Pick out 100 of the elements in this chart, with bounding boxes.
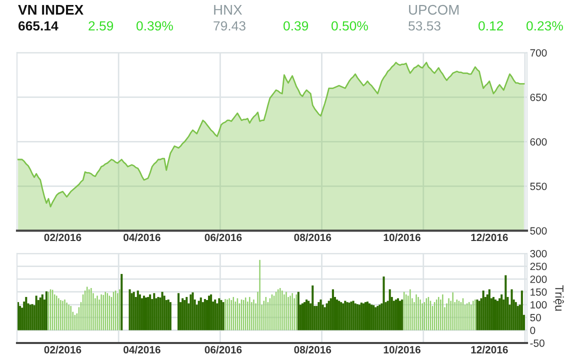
bar xyxy=(130,293,133,330)
bar xyxy=(401,300,404,330)
bar xyxy=(222,302,224,330)
bar xyxy=(161,292,164,330)
x-tick-label: 02/2016 xyxy=(44,233,82,242)
y-tick-label: 500 xyxy=(530,227,547,235)
bar xyxy=(128,289,131,330)
bar xyxy=(338,300,340,330)
bar xyxy=(316,306,318,330)
bar xyxy=(35,296,38,330)
bar xyxy=(153,293,156,330)
bar xyxy=(350,302,352,330)
bar xyxy=(220,300,222,330)
x-tick-label: 04/2016 xyxy=(124,233,160,242)
text: 0.50% xyxy=(332,21,368,31)
x-tick-label: 04/2016 xyxy=(124,346,160,354)
text: 0.39% xyxy=(136,21,173,31)
text: VN INDEX xyxy=(18,5,84,15)
bar xyxy=(190,294,192,330)
bar xyxy=(326,303,328,330)
text: 665.14 xyxy=(18,21,58,31)
bar xyxy=(140,298,143,330)
bar xyxy=(362,303,364,330)
text: 0.39 xyxy=(284,21,308,31)
y-tick-label: 700 xyxy=(530,49,547,57)
bar xyxy=(120,274,123,330)
text: UPCOM xyxy=(409,4,459,15)
bar xyxy=(478,300,480,330)
x-tick-label: 12/2016 xyxy=(471,346,508,354)
bar xyxy=(340,302,342,330)
bar xyxy=(382,276,385,330)
bar xyxy=(218,298,220,330)
bar xyxy=(297,292,300,330)
bar xyxy=(184,300,186,330)
bar xyxy=(320,300,322,330)
bar xyxy=(498,298,501,330)
text: 2.59 xyxy=(88,21,114,31)
bar xyxy=(147,296,150,330)
y-tick-label: 50 xyxy=(530,314,541,322)
bar xyxy=(482,290,484,330)
bar xyxy=(332,289,334,330)
y-tick-label: 100 xyxy=(530,301,547,309)
text: 53.53 xyxy=(408,21,440,31)
x-tick-label: 10/2016 xyxy=(384,346,420,354)
bar xyxy=(356,304,358,330)
y-tick-label: 200 xyxy=(530,276,547,283)
bar xyxy=(352,300,354,330)
bar xyxy=(312,285,314,330)
bar xyxy=(145,297,148,330)
bar xyxy=(204,299,206,330)
bar xyxy=(516,306,519,330)
y-axis-title: Triệu xyxy=(553,285,564,311)
bar xyxy=(132,292,135,330)
bar xyxy=(39,297,42,330)
x-tick-label: 08/2016 xyxy=(294,233,332,242)
bar xyxy=(520,290,523,330)
bar xyxy=(45,291,48,330)
bar xyxy=(496,300,499,330)
bar xyxy=(348,302,350,330)
bar xyxy=(358,304,360,330)
bar xyxy=(138,294,141,330)
bar xyxy=(198,300,200,330)
bar xyxy=(328,300,330,330)
bar xyxy=(392,300,395,330)
y-tick-label: 650 xyxy=(530,94,547,102)
bar xyxy=(29,304,32,330)
bar xyxy=(31,304,34,330)
text: 0.12 xyxy=(478,21,504,31)
bar xyxy=(514,302,517,330)
bar xyxy=(169,302,172,330)
bar xyxy=(318,302,320,330)
y-tick-label: 300 xyxy=(530,250,547,258)
bar xyxy=(370,304,373,330)
bar xyxy=(163,296,166,330)
bar xyxy=(374,307,377,330)
y-tick-label: 250 xyxy=(530,262,547,270)
bar xyxy=(376,306,379,330)
bar xyxy=(178,293,180,330)
y-tick-label: -50 xyxy=(530,340,544,347)
x-tick-label: 06/2016 xyxy=(204,346,242,354)
x-tick-label: 10/2016 xyxy=(384,233,420,242)
bar xyxy=(346,302,348,330)
x-tick-label: 02/2016 xyxy=(44,346,82,354)
bar xyxy=(344,300,346,330)
bar xyxy=(306,300,308,330)
x-tick-label: 12/2016 xyxy=(471,233,508,242)
bar xyxy=(476,300,478,330)
bar xyxy=(510,289,513,330)
y-tick-label: 150 xyxy=(530,288,547,296)
bar xyxy=(308,300,310,330)
bar xyxy=(192,292,194,330)
y-tick-label: 550 xyxy=(530,182,547,190)
bar xyxy=(167,300,170,330)
bar xyxy=(25,296,28,330)
x-tick-label: 08/2016 xyxy=(294,346,332,354)
y-tick-label: 0 xyxy=(530,326,536,334)
text: 0.23% xyxy=(526,21,563,31)
bar xyxy=(388,289,391,330)
bar xyxy=(394,300,397,330)
x-tick-label: 06/2016 xyxy=(204,233,242,242)
